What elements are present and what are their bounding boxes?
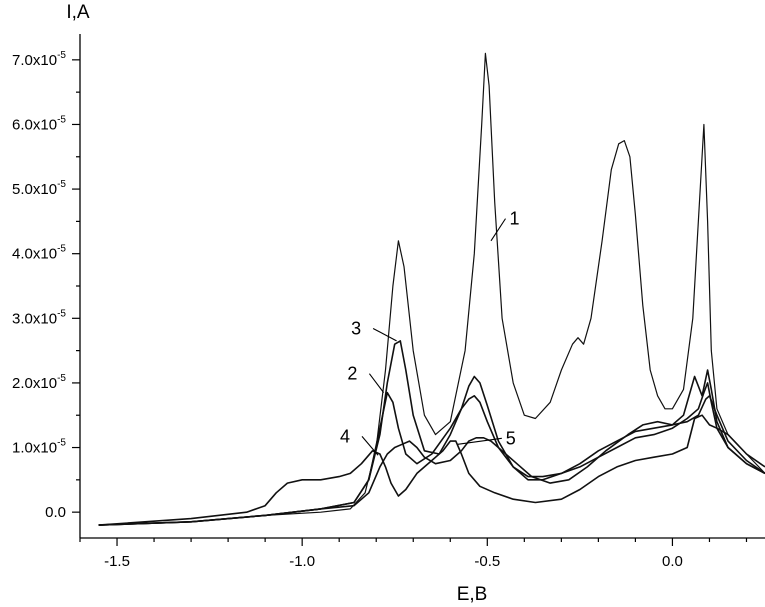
series-line-2 (98, 382, 765, 526)
x-tick-label: -0.5 (474, 553, 500, 570)
y-tick-label: 4.0x10-5 (12, 244, 66, 263)
curve-annotations: 1 3 2 4 5 (340, 209, 520, 456)
annotation-leader-2 (368, 373, 385, 393)
annotation-leader-1 (490, 218, 506, 242)
curve-label-5: 5 (506, 428, 516, 448)
x-tick-label: -1.0 (289, 553, 315, 570)
y-axis-title: I,A (66, 2, 90, 23)
y-tick-label: 7.0x10-5 (12, 50, 66, 69)
y-tick-label: 0.0 (45, 504, 66, 521)
x-tick-label: 0.0 (662, 553, 683, 570)
y-tick-label: 5.0x10-5 (12, 179, 66, 198)
y-tick-label: 1.0x10-5 (12, 438, 66, 457)
series-line-4 (98, 414, 765, 526)
y-axis: 0.0 1.0x10-5 2.0x10-5 3.0x10-5 4.0x10-5 5.0x1… (12, 50, 80, 521)
series-line-1 (98, 52, 765, 526)
series-layer (98, 52, 765, 526)
curve-label-3: 3 (351, 318, 361, 338)
series-line-5 (98, 394, 765, 526)
annotation-leader-3 (372, 327, 397, 342)
curve-label-2: 2 (347, 364, 357, 384)
x-axis-title: E,B (457, 584, 488, 605)
curve-label-4: 4 (340, 426, 350, 446)
y-tick-label: 6.0x10-5 (12, 114, 66, 133)
annotation-leader-5 (457, 437, 502, 445)
y-tick-label: 3.0x10-5 (12, 308, 66, 327)
x-tick-label: -1.5 (104, 553, 130, 570)
x-axis: -1.5 -1.0 -0.5 0.0 (79, 538, 748, 570)
annotation-leader-4 (361, 436, 379, 456)
curve-label-1: 1 (510, 209, 520, 229)
y-tick-label: 2.0x10-5 (12, 373, 66, 392)
series-line-3 (98, 340, 765, 526)
plot-area (79, 34, 765, 539)
